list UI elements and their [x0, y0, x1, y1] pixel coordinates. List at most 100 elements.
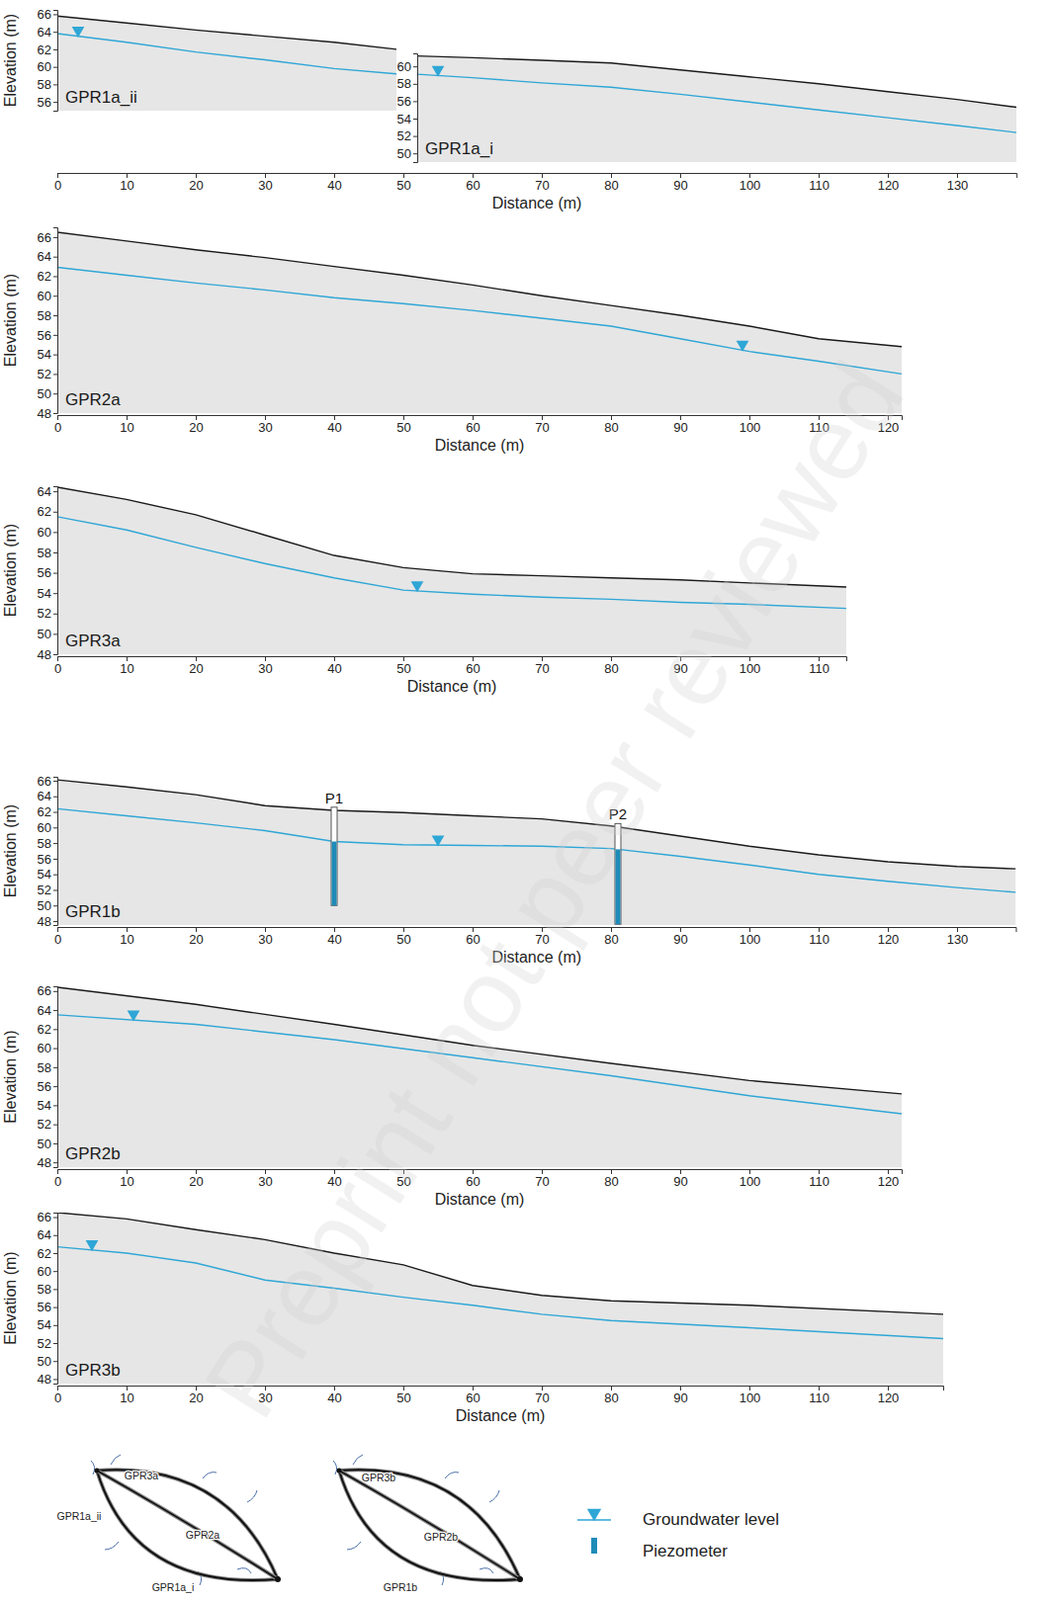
tick-mark — [53, 31, 58, 33]
tick-mark — [53, 573, 58, 575]
tick-label: 30 — [258, 1174, 272, 1190]
tick: 90 — [673, 927, 688, 948]
tick-label: 66 — [37, 1210, 52, 1225]
tick: 62 — [37, 804, 58, 820]
tick: 60 — [37, 59, 58, 75]
tick: 90 — [673, 173, 688, 193]
site-map: GPR3aGPR1a_iiGPR2aGPR1a_i — [57, 1455, 281, 1594]
tick-label: 62 — [37, 1246, 52, 1262]
tick-mark — [53, 1379, 58, 1381]
tick-mark — [53, 812, 58, 814]
map-label: GPR1a_i — [152, 1581, 195, 1594]
tick-label: 48 — [37, 647, 52, 663]
tick-label: 66 — [37, 983, 52, 999]
map-label: GPR3a — [124, 1470, 160, 1482]
tick: 56 — [37, 852, 58, 868]
tick-label: 58 — [37, 308, 52, 324]
stream — [479, 1569, 494, 1574]
tick-mark — [53, 13, 58, 15]
tick-mark — [413, 84, 418, 86]
tick-mark — [413, 153, 418, 155]
tick-label: 52 — [37, 882, 52, 898]
tick: 80 — [604, 927, 618, 948]
x-axis-title: Distance (m) — [407, 678, 498, 696]
tick: 10 — [119, 656, 134, 677]
tick: 62 — [37, 42, 58, 58]
tick-label: 10 — [119, 1174, 134, 1190]
piezometer-label: P1 — [325, 789, 344, 807]
tick-mark — [53, 781, 58, 783]
tick: 56 — [397, 93, 418, 109]
tick: 54 — [397, 111, 418, 127]
tick-label: 90 — [673, 1174, 688, 1190]
tick-mark — [53, 654, 58, 656]
tick-label: 60 — [465, 1391, 480, 1406]
tick: 62 — [37, 268, 58, 284]
tick-label: 60 — [37, 288, 52, 304]
tick-label: 60 — [465, 420, 480, 436]
tick: 54 — [37, 1098, 58, 1114]
stream — [237, 1569, 252, 1574]
tick-label: 20 — [188, 1174, 203, 1190]
tick-mark — [53, 859, 58, 861]
tick: 48 — [37, 647, 58, 663]
tick: 50 — [396, 173, 411, 193]
tick-label: 60 — [465, 1174, 480, 1190]
map-label: GPR1b — [383, 1581, 419, 1594]
tick-mark — [53, 1235, 58, 1237]
tick-label: 40 — [327, 177, 342, 193]
tick-label: 30 — [258, 420, 272, 436]
x-axis-title: Distance (m) — [435, 436, 525, 454]
tick: 90 — [673, 1169, 688, 1190]
tick-label: 100 — [739, 420, 762, 436]
tick: 60 — [37, 288, 58, 304]
tick: 100 — [739, 1169, 762, 1190]
axis-line — [53, 228, 59, 415]
tick: 66 — [37, 230, 58, 246]
tick-label: 52 — [37, 1336, 52, 1352]
tick-label: 66 — [37, 6, 52, 22]
tick-mark — [53, 1048, 58, 1050]
tick-mark — [53, 1307, 58, 1309]
y-axis-title: Elevation (m) — [1, 1030, 19, 1124]
y-axis: 565860626466 — [37, 6, 59, 111]
tick: 80 — [604, 415, 618, 436]
tick: 10 — [119, 1169, 134, 1190]
profile-line — [339, 1471, 521, 1581]
tick-label: 50 — [396, 177, 411, 193]
tick-label: 50 — [37, 1136, 52, 1152]
tick-label: 50 — [37, 626, 52, 642]
tick-label: 20 — [188, 420, 203, 436]
tick-label: 64 — [37, 24, 52, 40]
map-label: GPR2b — [424, 1531, 459, 1544]
tick-label: 120 — [877, 177, 900, 193]
panel-title: GPR3a — [65, 631, 121, 651]
tick: 30 — [258, 1169, 272, 1190]
tick-label: 100 — [739, 932, 762, 948]
tick: 58 — [37, 77, 58, 92]
tick-label: 50 — [396, 661, 411, 677]
tick-label: 90 — [673, 932, 688, 948]
ground-surface — [417, 56, 1017, 108]
tick: 110 — [808, 173, 830, 193]
tick: 56 — [37, 1079, 58, 1095]
tick-mark — [53, 295, 58, 297]
tick-label: 110 — [808, 661, 830, 677]
tick-label: 54 — [37, 1098, 52, 1114]
tick-label: 20 — [188, 932, 203, 948]
tick-label: 48 — [37, 914, 52, 930]
tick-label: 60 — [37, 820, 52, 836]
tick: 62 — [37, 504, 58, 520]
tick-label: 50 — [397, 146, 412, 162]
tick: 130 — [947, 927, 969, 948]
tick-label: 54 — [397, 111, 412, 127]
tick-label: 64 — [37, 249, 52, 264]
tick: 58 — [37, 1282, 58, 1298]
tick: 62 — [37, 1246, 58, 1262]
radargram-area — [417, 56, 1017, 163]
tick-label: 100 — [739, 1391, 762, 1406]
tick-label: 62 — [37, 268, 52, 284]
profile-outline — [339, 1471, 521, 1581]
ground-surface — [57, 15, 397, 50]
plot-area — [57, 1213, 944, 1385]
